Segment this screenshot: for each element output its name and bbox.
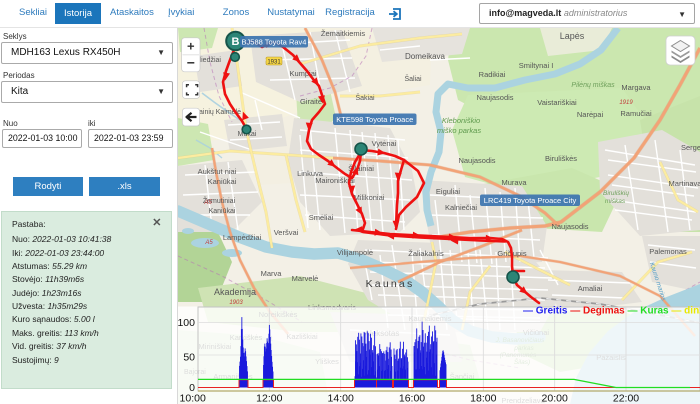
svg-text:A5: A5 (204, 240, 213, 246)
svg-text:Marva: Marva (261, 269, 283, 278)
svg-text:Šakiai: Šakiai (355, 93, 375, 102)
svg-text:miško parkas: miško parkas (437, 126, 481, 135)
svg-text:ainių Kaimelė: ainių Kaimelė (199, 109, 241, 116)
svg-text:Naujasodis: Naujasodis (551, 222, 588, 231)
svg-text:miškas: miškas (605, 198, 626, 205)
svg-text:Kaunas: Kaunas (366, 278, 415, 290)
svg-text:Lampėdžiai: Lampėdžiai (223, 233, 262, 242)
svg-text:50: 50 (183, 352, 195, 364)
svg-text:Domeikava: Domeikava (405, 52, 446, 61)
svg-text:Vaistariškiai: Vaistariškiai (537, 98, 577, 107)
svg-text:Kleboniškio: Kleboniškio (442, 116, 480, 125)
svg-text:Kaniūkai: Kaniūkai (209, 208, 236, 215)
svg-text:Kaniūkai: Kaniūkai (208, 177, 237, 186)
svg-text:Biruliškės: Biruliškės (545, 154, 577, 163)
svg-text:Akademija: Akademija (214, 287, 256, 297)
svg-text:Lapės: Lapės (560, 31, 585, 41)
svg-text:Šilainiai: Šilainiai (348, 164, 374, 173)
svg-text:+: + (187, 39, 195, 54)
svg-text:Eiguliai: Eiguliai (436, 187, 461, 196)
svg-text:Žemutiniai: Žemutiniai (203, 196, 236, 205)
svg-text:Smėliai: Smėliai (309, 213, 334, 222)
svg-text:10:00: 10:00 (180, 393, 206, 404)
svg-text:Kalniečiai: Kalniečiai (445, 203, 477, 212)
svg-text:Žaliakalnis: Žaliakalnis (408, 249, 444, 258)
svg-text:Vilijampolė: Vilijampolė (337, 248, 373, 257)
svg-text:BJ588 Toyota Rav4: BJ588 Toyota Rav4 (242, 38, 307, 47)
svg-text:14:00: 14:00 (328, 393, 354, 404)
svg-text:Užliedžiai: Užliedžiai (191, 57, 221, 64)
svg-text:20:00: 20:00 (542, 393, 568, 404)
svg-text:Naujasodis: Naujasodis (476, 93, 513, 102)
svg-text:22:00: 22:00 (613, 393, 639, 404)
svg-text:B: B (232, 36, 240, 48)
svg-text:1931: 1931 (267, 60, 281, 66)
svg-text:A5: A5 (203, 200, 212, 206)
svg-text:1903: 1903 (229, 300, 243, 306)
svg-text:12:00: 12:00 (256, 393, 282, 404)
svg-text:LRC419 Toyota Proace City: LRC419 Toyota Proace City (484, 196, 577, 205)
svg-text:16:00: 16:00 (399, 393, 425, 404)
svg-text:Milikoniai: Milikoniai (354, 193, 385, 202)
svg-text:Marvelė: Marvelė (292, 274, 319, 283)
svg-text:KTE598 Toyota Proace: KTE598 Toyota Proace (336, 115, 413, 124)
svg-text:Amaliai: Amaliai (578, 284, 603, 293)
svg-text:Šaliai: Šaliai (404, 74, 422, 83)
svg-text:Maironiškiai: Maironiškiai (315, 176, 355, 185)
svg-text:Biruliškių: Biruliškių (603, 190, 629, 197)
svg-text:Naujasodis: Naujasodis (458, 156, 495, 165)
svg-text:Narėpai: Narėpai (577, 110, 604, 119)
svg-text:Giraitė: Giraitė (300, 97, 322, 106)
svg-text:Radikiai: Radikiai (479, 70, 506, 79)
svg-text:1919: 1919 (619, 100, 633, 106)
svg-text:Žemaitkiemis: Žemaitkiemis (321, 29, 365, 38)
svg-text:— Greitis — Degimas — Kuras —: — Greitis — Degimas — Kuras — din2 (523, 306, 700, 317)
svg-text:Vytėnai: Vytėnai (372, 139, 397, 148)
svg-text:Kumpiai: Kumpiai (289, 69, 316, 78)
svg-text:Murava: Murava (501, 178, 527, 187)
svg-text:18:00: 18:00 (470, 393, 496, 404)
svg-text:Pilėnų miškas: Pilėnų miškas (571, 82, 615, 89)
svg-text:Margava: Margava (621, 83, 651, 92)
svg-text:Veršvai: Veršvai (274, 228, 299, 237)
svg-text:Ramučiai: Ramučiai (620, 109, 652, 118)
svg-text:Linkuva: Linkuva (297, 169, 324, 178)
svg-text:Aukštut niai: Aukštut niai (198, 167, 237, 176)
svg-text:−: − (187, 55, 195, 71)
svg-text:Martinava: Martinava (669, 179, 700, 188)
svg-text:Palemonas: Palemonas (649, 247, 687, 256)
svg-text:Serge: Serge (681, 143, 700, 152)
svg-text:Smiltynai I: Smiltynai I (519, 61, 554, 70)
svg-text:100: 100 (178, 317, 195, 329)
svg-text:0: 0 (189, 382, 195, 394)
